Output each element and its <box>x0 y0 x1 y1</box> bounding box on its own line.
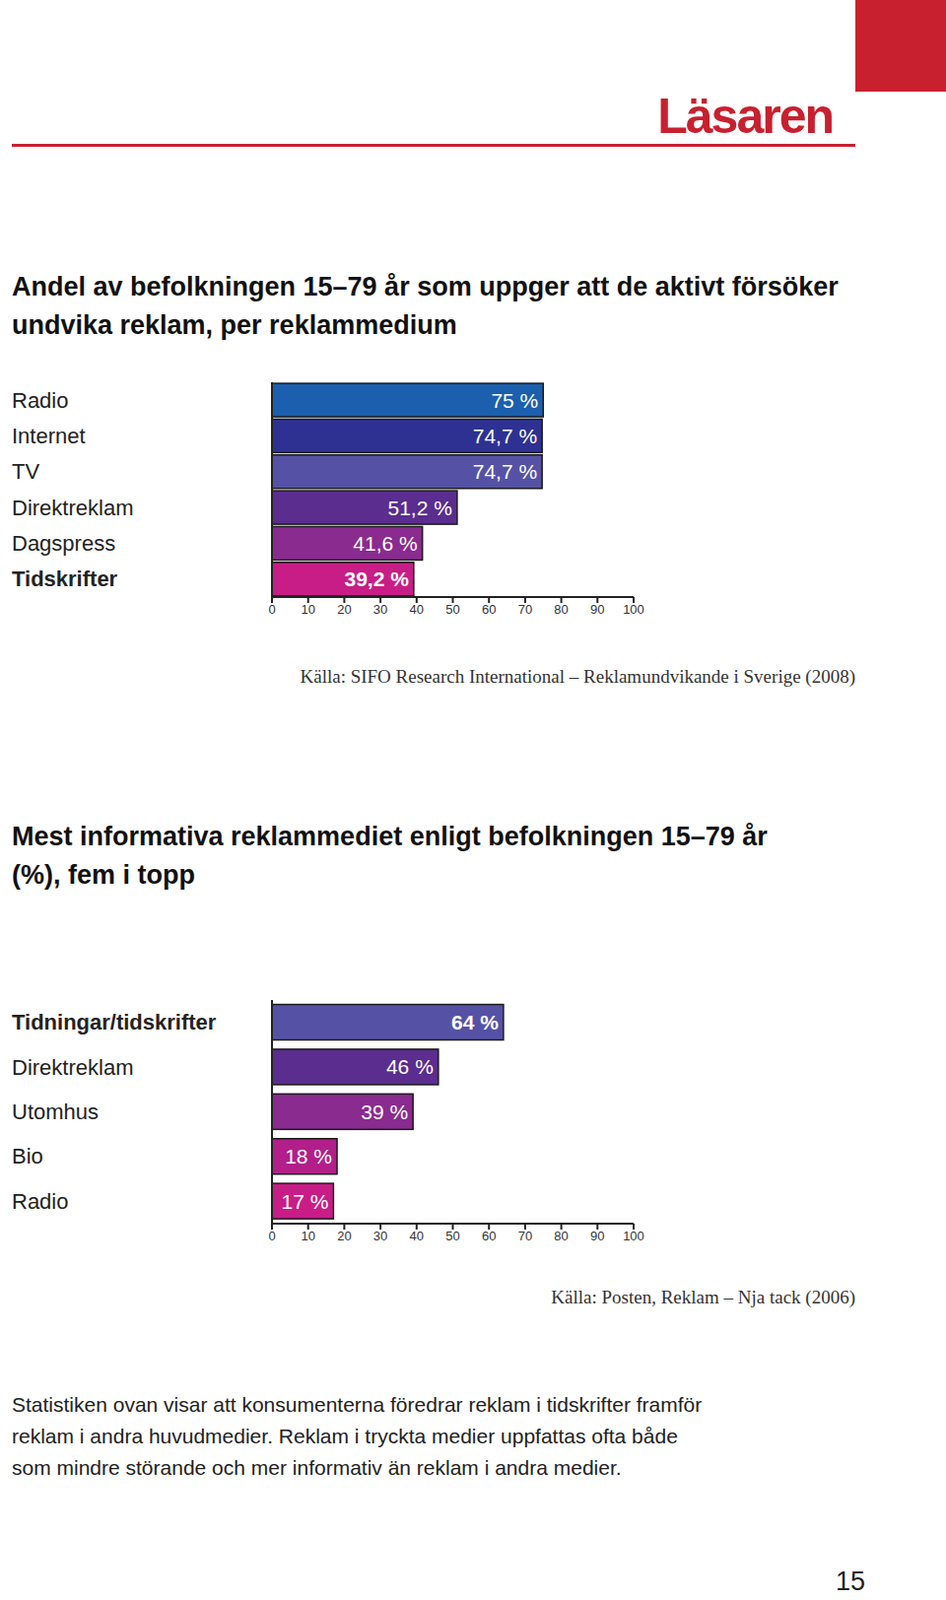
svg-text:60: 60 <box>481 602 496 617</box>
html-text:Mest informativa reklammediet: Mest informativa reklammediet enligt bef… <box>11 821 768 890</box>
html-text:Statistiken ovan visar att kon: Statistiken ovan visar att konsumenterna… <box>11 1393 702 1417</box>
svg-text:40: 40 <box>409 602 424 617</box>
svg-text:51,2 %: 51,2 % <box>388 496 453 520</box>
html-text:reklam i andra huvudmedier. Re: reklam i andra huvudmedier. Reklam i try… <box>11 1424 678 1448</box>
svg-text:Utomhus: Utomhus <box>11 1099 99 1125</box>
svg-text:20: 20 <box>337 1228 351 1244</box>
svg-text:Radio: Radio <box>11 1189 68 1215</box>
svg-text:80: 80 <box>553 1228 568 1244</box>
svg-text:100: 100 <box>622 602 645 617</box>
svg-text:75 %: 75 % <box>490 389 539 412</box>
svg-text:39 %: 39 % <box>360 1100 408 1124</box>
svg-text:0: 0 <box>268 1228 275 1244</box>
svg-text:Bio: Bio <box>11 1144 44 1169</box>
svg-text:18 %: 18 % <box>284 1145 333 1168</box>
svg-text:17 %: 17 % <box>281 1190 330 1214</box>
svg-text:40: 40 <box>409 1228 424 1244</box>
svg-text:70: 70 <box>518 1228 533 1244</box>
svg-text:Internet: Internet <box>11 423 86 449</box>
html-text:som mindre störande och mer in: som mindre störande och mer informativ ä… <box>11 1456 622 1480</box>
svg-text:100: 100 <box>622 1228 645 1244</box>
svg-text:10: 10 <box>300 602 315 617</box>
svg-text:70: 70 <box>518 602 533 617</box>
svg-text:Tidningar/tidskrifter: Tidningar/tidskrifter <box>11 1010 217 1035</box>
svg-text:50: 50 <box>445 1228 460 1244</box>
svg-text:Tidskrifter: Tidskrifter <box>11 566 119 592</box>
svg-text:Direktreklam: Direktreklam <box>11 1055 134 1081</box>
html-text:Källa: SIFO Research Internati: Källa: SIFO Research International – Rek… <box>300 666 856 687</box>
svg-text:39,2 %: 39,2 % <box>343 567 409 591</box>
html-text:15: 15 <box>835 1566 866 1597</box>
svg-text:20: 20 <box>337 602 351 617</box>
svg-text:46 %: 46 % <box>386 1055 434 1079</box>
svg-text:Direktreklam: Direktreklam <box>11 495 134 521</box>
svg-text:Dagspress: Dagspress <box>11 531 116 556</box>
svg-text:50: 50 <box>445 602 460 617</box>
svg-text:TV: TV <box>11 459 40 484</box>
svg-text:Radio: Radio <box>11 388 68 413</box>
svg-text:30: 30 <box>373 1228 388 1244</box>
html-text:Källa: Posten, Reklam – Nja ta: Källa: Posten, Reklam – Nja tack (2006) <box>551 1286 856 1308</box>
svg-text:64 %: 64 % <box>451 1011 499 1034</box>
svg-text:10: 10 <box>300 1228 315 1244</box>
svg-text:74,7 %: 74,7 % <box>473 460 538 483</box>
svg-text:90: 90 <box>590 602 605 617</box>
svg-text:30: 30 <box>373 602 388 617</box>
html-text:Andel av befolkningen 15–79 år: Andel av befolkningen 15–79 år som uppge… <box>11 271 839 340</box>
svg-text:41,6 %: 41,6 % <box>352 532 417 555</box>
svg-text:74,7 %: 74,7 % <box>473 424 538 448</box>
svg-text:0: 0 <box>268 602 275 617</box>
svg-text:80: 80 <box>553 602 568 617</box>
svg-text:60: 60 <box>481 1228 496 1244</box>
svg-text:90: 90 <box>590 1228 605 1244</box>
html-text:Läsaren: Läsaren <box>657 88 833 144</box>
